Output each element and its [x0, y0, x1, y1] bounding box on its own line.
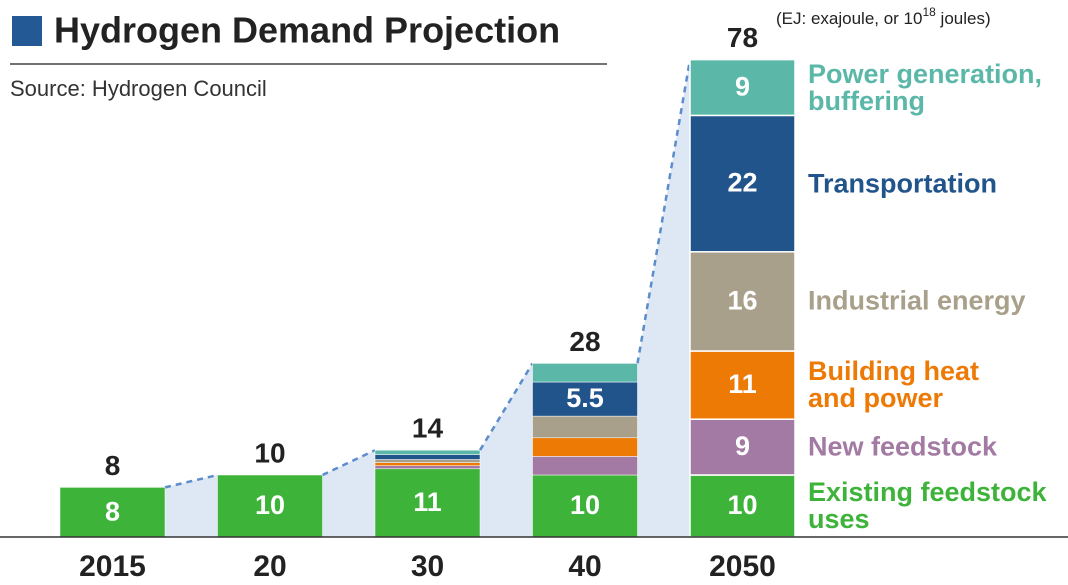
total-label: 14 — [412, 413, 444, 444]
connector-line — [164, 473, 218, 489]
bar-segment — [374, 449, 481, 455]
title-marker — [12, 16, 42, 46]
data-label: 22 — [727, 168, 757, 198]
data-label: 10 — [727, 490, 757, 520]
x-tick-label: 2050 — [709, 550, 776, 583]
connector-area — [322, 450, 375, 537]
connector-line — [636, 59, 692, 364]
unit-note-sup: 18 — [922, 5, 936, 19]
bar-segment — [689, 418, 796, 476]
legend-label: Existing feedstock uses — [808, 477, 1047, 534]
bar-segment — [374, 468, 481, 538]
legend-label: Industrial energy — [808, 285, 1026, 316]
bar-segment — [689, 114, 796, 253]
data-label: 10 — [570, 490, 600, 520]
legend-label: Building heat and power — [808, 356, 979, 414]
data-label: 11 — [413, 487, 442, 517]
bar-segment — [532, 437, 638, 457]
data-label: 10 — [255, 490, 285, 520]
legend-label: New feedstock — [808, 431, 998, 462]
bar-segment — [532, 415, 638, 439]
total-label: 8 — [105, 450, 121, 481]
data-label: 5.5 — [566, 383, 604, 413]
bar-segment — [689, 58, 796, 117]
x-tick-label: 2015 — [79, 550, 146, 583]
data-label: 16 — [727, 286, 757, 316]
data-label: 9 — [735, 431, 750, 461]
chart-title: Hydrogen Demand Projection — [54, 10, 560, 51]
unit-note-suffix: joules) — [936, 9, 991, 28]
connector-area — [480, 363, 533, 537]
bar-segment — [532, 474, 638, 538]
x-tick-label: 20 — [253, 550, 286, 583]
bar-segment — [374, 465, 481, 470]
connector-area — [165, 475, 218, 537]
bar-segment — [374, 462, 481, 466]
connector-area — [637, 59, 690, 537]
bar-segment — [59, 487, 166, 538]
connector-line — [321, 449, 376, 477]
legend-label: Power generation, buffering — [808, 58, 1043, 116]
total-label: 10 — [254, 437, 285, 468]
total-label: 78 — [727, 22, 758, 53]
connector-line — [478, 362, 534, 451]
bar-segment — [689, 474, 796, 538]
connectors — [164, 59, 692, 537]
bar-segment — [374, 459, 481, 463]
bar-segment — [689, 251, 796, 352]
bar-segment — [374, 454, 481, 460]
unit-note-prefix: (EJ: exajoule, or 10 — [776, 9, 922, 28]
total-label: 28 — [569, 326, 600, 357]
bar-segment — [532, 456, 638, 476]
data-label: 9 — [735, 72, 750, 102]
x-tick-label: 30 — [411, 550, 444, 583]
legend-label: Transportation — [808, 168, 998, 199]
bar-segment — [532, 381, 638, 417]
x-tick-label: 40 — [568, 550, 601, 583]
chart-subtitle: Source: Hydrogen Council — [10, 76, 267, 101]
data-label: 11 — [728, 369, 757, 399]
bar-segment — [532, 363, 638, 383]
bar-segment — [689, 350, 796, 420]
data-label: 8 — [105, 496, 120, 526]
unit-note: (EJ: exajoule, or 1018 joules) — [776, 5, 991, 28]
